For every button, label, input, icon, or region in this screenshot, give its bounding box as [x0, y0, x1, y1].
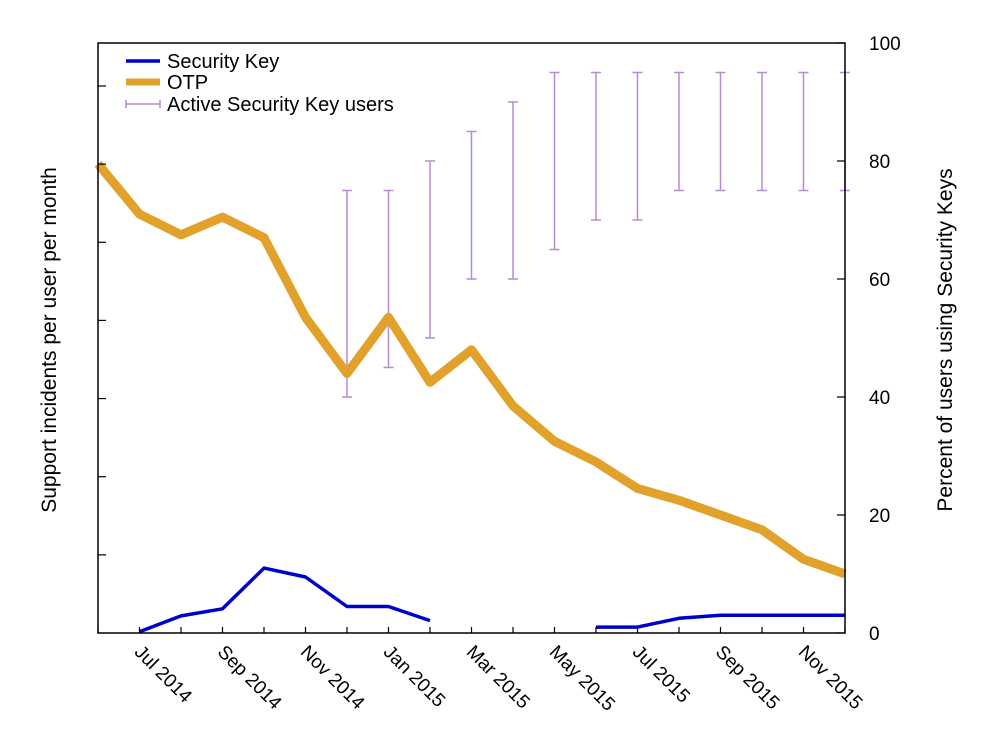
legend-label: Active Security Key users — [167, 94, 394, 116]
x-tick-label: Jan 2015 — [379, 642, 449, 712]
y-right-tick-label: 80 — [869, 152, 890, 173]
otp-line — [94, 161, 847, 579]
legend-label: OTP — [167, 72, 208, 94]
legend-label: Security Key — [167, 51, 279, 73]
y-right-tick-label: 0 — [869, 624, 880, 645]
x-tick-label: Jul 2015 — [628, 642, 694, 708]
y-axis-left-label: Support incidents per user per month — [38, 167, 61, 513]
x-tick-label: May 2015 — [545, 642, 619, 716]
x-tick-label: Mar 2015 — [462, 642, 534, 714]
y-right-tick-label: 100 — [869, 34, 901, 55]
x-tick-label: Nov 2014 — [296, 642, 369, 715]
security-key-line — [596, 613, 845, 629]
x-tick-label: Jul 2014 — [130, 642, 196, 708]
tick-marks — [97, 42, 846, 634]
x-tick-label: Sep 2014 — [213, 642, 286, 715]
y-right-tick-label: 60 — [869, 270, 890, 291]
y-right-tick-label: 40 — [869, 388, 890, 409]
tick-labels: 0 20 40 60 80 100 Jul 2014 Sep 2014 Nov 2014 Jan … — [130, 34, 901, 716]
plot-area — [94, 71, 850, 634]
security-key-line — [138, 566, 431, 634]
y-right-tick-label: 20 — [869, 506, 890, 527]
y-axis-right-label: Percent of users using Security Keys — [934, 168, 957, 511]
x-tick-label: Sep 2015 — [711, 642, 783, 714]
x-tick-label: Nov 2015 — [794, 642, 866, 714]
